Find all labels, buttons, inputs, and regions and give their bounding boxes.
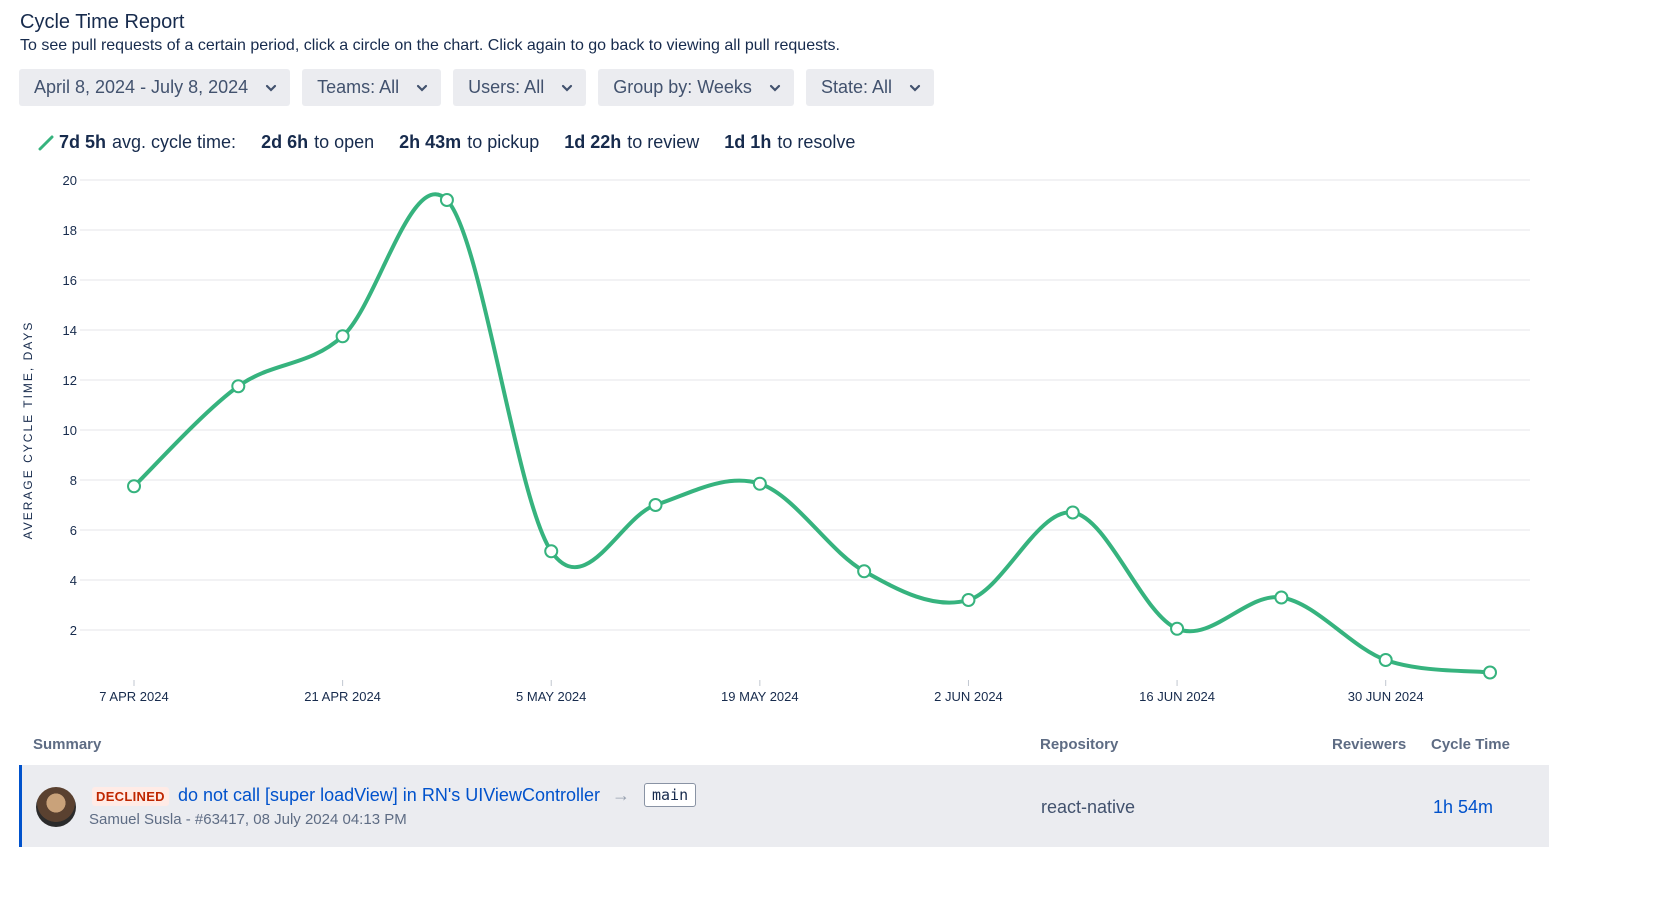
table-row[interactable]: DECLINED do not call [super loadView] in…: [19, 765, 1549, 847]
x-tick-label: 16 JUN 2024: [1139, 689, 1215, 704]
target-branch: main: [644, 783, 697, 807]
stat-resolve: 1d 1h to resolve: [724, 132, 855, 153]
data-point[interactable]: [857, 564, 872, 579]
stat-avg: 7d 5h avg. cycle time:: [59, 132, 236, 153]
status-badge: DECLINED: [92, 787, 169, 806]
y-tick-label: 14: [63, 323, 77, 338]
stat-resolve-value: 1d 1h: [724, 132, 772, 152]
x-tick-label: 30 JUN 2024: [1348, 689, 1424, 704]
date-range-dropdown[interactable]: April 8, 2024 - July 8, 2024: [19, 69, 291, 106]
chevron-down-icon: [417, 84, 428, 92]
chevron-down-icon: [909, 84, 921, 92]
group-by-label: Group by: Weeks: [613, 77, 752, 97]
repository-name: react-native: [1041, 797, 1136, 817]
pull-request-link[interactable]: do not call [super loadView] in RN's UIV…: [178, 785, 600, 805]
x-tick-label: 7 APR 2024: [99, 689, 168, 704]
teams-label: Teams: All: [317, 77, 400, 97]
column-header-summary: Summary: [33, 736, 102, 753]
y-tick-label: 16: [63, 273, 77, 288]
state-label: State: All: [820, 77, 892, 97]
x-tick-label: 5 MAY 2024: [516, 689, 586, 704]
date-range-label: April 8, 2024 - July 8, 2024: [34, 77, 249, 97]
column-header-reviewers: Reviewers: [1332, 736, 1407, 753]
y-tick-label: 6: [70, 523, 77, 538]
data-point[interactable]: [1065, 505, 1080, 520]
data-point[interactable]: [1378, 653, 1393, 667]
chevron-down-icon: [562, 84, 573, 92]
y-tick-label: 12: [63, 373, 77, 388]
state-dropdown[interactable]: State: All: [805, 69, 934, 106]
arrow-right-icon: →: [612, 785, 630, 805]
avatar: [36, 787, 76, 827]
x-tick-label: 19 MAY 2024: [721, 689, 799, 704]
cycle-time-chart: 2 4 6 8 10 12 14 16 18 20 7 APR 2024 21 APR 2024 5 M…: [21, 173, 1530, 704]
data-point[interactable]: [752, 476, 767, 491]
stat-pickup: 2h 43m to pickup: [399, 132, 539, 153]
y-tick-label: 18: [63, 223, 77, 238]
chevron-down-icon: [769, 84, 781, 92]
chevron-down-icon: [266, 84, 277, 92]
data-point[interactable]: [648, 498, 663, 512]
y-tick-label: 2: [70, 623, 77, 638]
column-header-cycle-time: Cycle Time: [1431, 736, 1510, 753]
cycle-time-stats: 7d 5h avg. cycle time: 2d 6h to open 2h 43…: [38, 132, 880, 153]
x-tick-label: 21 APR 2024: [304, 689, 381, 704]
data-point[interactable]: [1483, 665, 1497, 680]
stat-avg-label: avg. cycle time:: [112, 132, 237, 152]
stat-review: 1d 22h to review: [564, 132, 699, 153]
data-point[interactable]: [335, 329, 350, 344]
column-header-repository: Repository: [1040, 736, 1119, 753]
data-point[interactable]: [1170, 621, 1185, 636]
stat-resolve-label: to resolve: [777, 132, 856, 152]
users-dropdown[interactable]: Users: All: [453, 69, 587, 106]
page-title: Cycle Time Report: [20, 11, 185, 33]
teams-dropdown[interactable]: Teams: All: [302, 69, 442, 106]
data-point[interactable]: [961, 593, 976, 607]
stat-pickup-value: 2h 43m: [399, 132, 462, 152]
data-point[interactable]: [439, 193, 454, 207]
x-tick-label: 2 JUN 2024: [934, 689, 1003, 704]
page-subtitle: To see pull requests of a certain period…: [20, 37, 840, 54]
y-tick-label: 20: [63, 173, 77, 188]
data-point[interactable]: [1274, 590, 1289, 605]
data-point[interactable]: [127, 479, 141, 494]
pull-request-meta: Samuel Susla - #63417, 08 July 2024 04:1…: [89, 811, 407, 828]
y-axis-label: AVERAGE CYCLE TIME, DAYS: [21, 321, 35, 540]
data-point[interactable]: [544, 544, 559, 559]
group-by-dropdown[interactable]: Group by: Weeks: [598, 69, 794, 106]
stat-avg-value: 7d 5h: [59, 132, 107, 152]
y-tick-label: 4: [70, 573, 77, 588]
data-point[interactable]: [231, 379, 246, 394]
stat-open-value: 2d 6h: [261, 132, 309, 152]
cycle-time-value[interactable]: 1h 54m: [1433, 797, 1494, 817]
stat-review-label: to review: [627, 132, 700, 152]
stat-pickup-label: to pickup: [467, 132, 540, 152]
line-legend-icon: [38, 135, 54, 150]
users-label: Users: All: [468, 77, 545, 97]
stat-review-value: 1d 22h: [564, 132, 622, 152]
filter-bar: April 8, 2024 - July 8, 2024 Teams: All …: [19, 69, 934, 106]
stat-open: 2d 6h to open: [261, 132, 374, 153]
y-tick-label: 8: [70, 473, 77, 488]
y-tick-label: 10: [63, 423, 77, 438]
stat-open-label: to open: [314, 132, 375, 152]
